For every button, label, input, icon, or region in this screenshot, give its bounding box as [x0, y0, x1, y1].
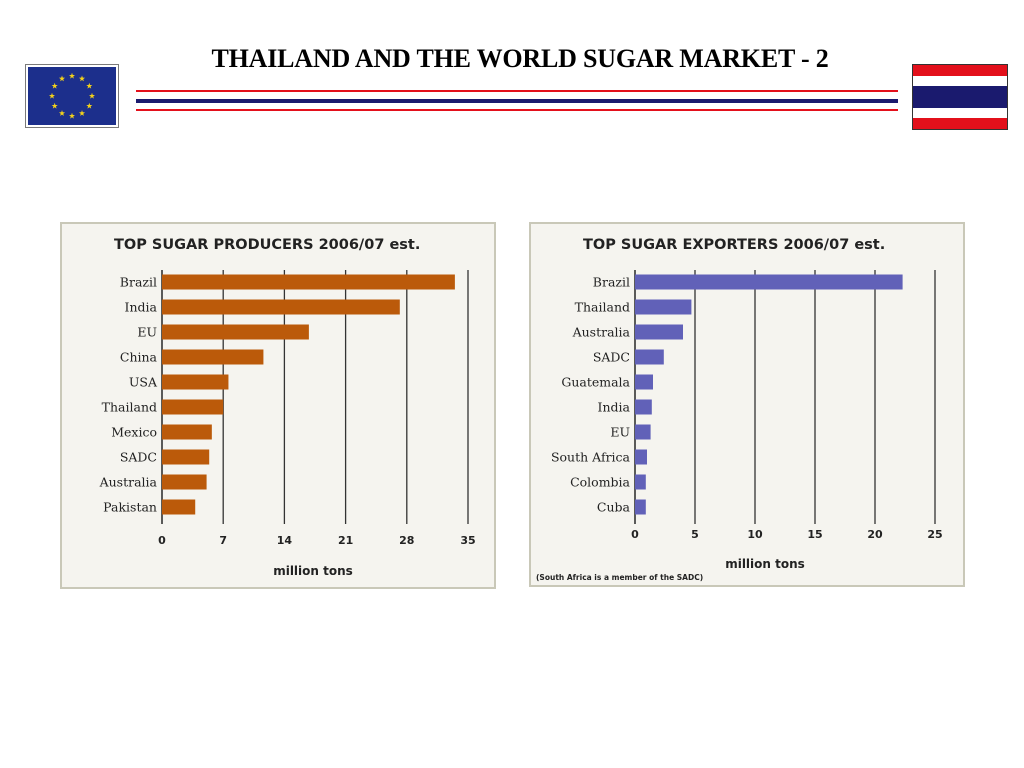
- eu-star-icon: [78, 110, 86, 116]
- producers-bar: [162, 274, 455, 290]
- exporters-chart: TOP SUGAR EXPORTERS 2006/07 est. Brazil T…: [536, 237, 943, 582]
- eu-star-icon: [58, 75, 66, 82]
- exporters-x-tick-label: 15: [807, 528, 822, 541]
- eu-star-icon: [51, 102, 58, 109]
- producers-category-label: Pakistan: [103, 500, 157, 515]
- producers-x-axis-title: million tons: [273, 564, 353, 578]
- exporters-category-label: India: [598, 400, 631, 415]
- producers-bar: [162, 299, 400, 315]
- exporters-x-tick-label: 25: [927, 528, 942, 541]
- exporters-bar: [635, 274, 903, 290]
- exporters-x-axis-title: million tons: [725, 557, 805, 571]
- exporters-bar: [635, 299, 692, 315]
- exporters-x-tick-label: 0: [631, 528, 639, 541]
- producers-x-tick-label: 35: [460, 534, 475, 547]
- eu-flag-icon: [25, 64, 119, 128]
- producers-category-label: Mexico: [111, 425, 157, 440]
- slide-title: THAILAND AND THE WORLD SUGAR MARKET - 2: [211, 44, 829, 73]
- exporters-category-label: Guatemala: [561, 375, 630, 390]
- exporters-x-tick-label: 20: [867, 528, 883, 541]
- exporters-category-label: South Africa: [551, 450, 631, 465]
- producers-x-tick-label: 0: [158, 534, 166, 547]
- exporters-bar: [635, 474, 646, 490]
- producers-bar: [162, 399, 224, 415]
- exporters-bar: [635, 499, 646, 515]
- producers-bar: [162, 474, 207, 490]
- exporters-x-tick-label: 10: [747, 528, 763, 541]
- thailand-flag-icon: [912, 64, 1008, 130]
- exporters-bar: [635, 324, 683, 340]
- producers-bar: [162, 449, 210, 465]
- eu-star-icon: [86, 102, 93, 109]
- producers-category-label: China: [120, 350, 158, 365]
- producers-category-label: SADC: [120, 450, 157, 465]
- producers-x-tick-label: 21: [338, 534, 353, 547]
- exporters-category-label: Brazil: [593, 275, 630, 290]
- producers-category-label: EU: [137, 325, 157, 340]
- exporters-bar: [635, 424, 651, 440]
- producers-category-label: Thailand: [102, 400, 157, 415]
- producers-category-label: USA: [129, 375, 158, 390]
- exporters-bar: [635, 374, 653, 390]
- producers-bar: [162, 499, 196, 515]
- producers-chart: TOP SUGAR PRODUCERS 2006/07 est. Brazil I…: [99, 237, 476, 578]
- producers-bar: [162, 374, 229, 390]
- exporters-x-tick-label: 5: [691, 528, 699, 541]
- exporters-chart-panel: TOP SUGAR EXPORTERS 2006/07 est. Brazil T…: [529, 222, 965, 587]
- eu-star-icon: [68, 112, 76, 119]
- eu-star-icon: [51, 82, 58, 89]
- exporters-category-label: EU: [610, 425, 630, 440]
- exporters-category-label: Thailand: [575, 300, 630, 315]
- exporters-category-label: Cuba: [597, 500, 631, 515]
- producers-chart-panel: TOP SUGAR PRODUCERS 2006/07 est. Brazil I…: [60, 222, 496, 589]
- producers-category-label: Brazil: [120, 275, 157, 290]
- producers-x-tick-label: 28: [399, 534, 414, 547]
- producers-bar: [162, 324, 309, 340]
- exporters-bar: [635, 449, 647, 465]
- exporters-category-label: Colombia: [570, 475, 630, 490]
- producers-x-tick-label: 14: [277, 534, 293, 547]
- producers-bar: [162, 424, 212, 440]
- eu-star-icon: [86, 82, 93, 89]
- producers-category-label: India: [125, 300, 158, 315]
- eu-star-icon: [78, 75, 86, 82]
- eu-star-icon: [68, 72, 76, 79]
- exporters-category-label: Australia: [572, 325, 631, 340]
- eu-star-icon: [48, 92, 56, 99]
- eu-star-icon: [58, 110, 66, 116]
- eu-star-icon: [88, 92, 96, 99]
- title-divider: [136, 90, 898, 111]
- producers-chart-title: TOP SUGAR PRODUCERS 2006/07 est.: [114, 237, 420, 253]
- producers-bar: [162, 349, 264, 365]
- exporters-bar: [635, 399, 652, 415]
- exporters-bar: [635, 349, 664, 365]
- producers-category-label: Australia: [99, 475, 158, 490]
- exporters-footnote: (South Africa is a member of the SADC): [536, 573, 703, 582]
- producers-x-tick-label: 7: [219, 534, 227, 547]
- exporters-category-label: SADC: [593, 350, 630, 365]
- exporters-chart-title: TOP SUGAR EXPORTERS 2006/07 est.: [583, 237, 885, 253]
